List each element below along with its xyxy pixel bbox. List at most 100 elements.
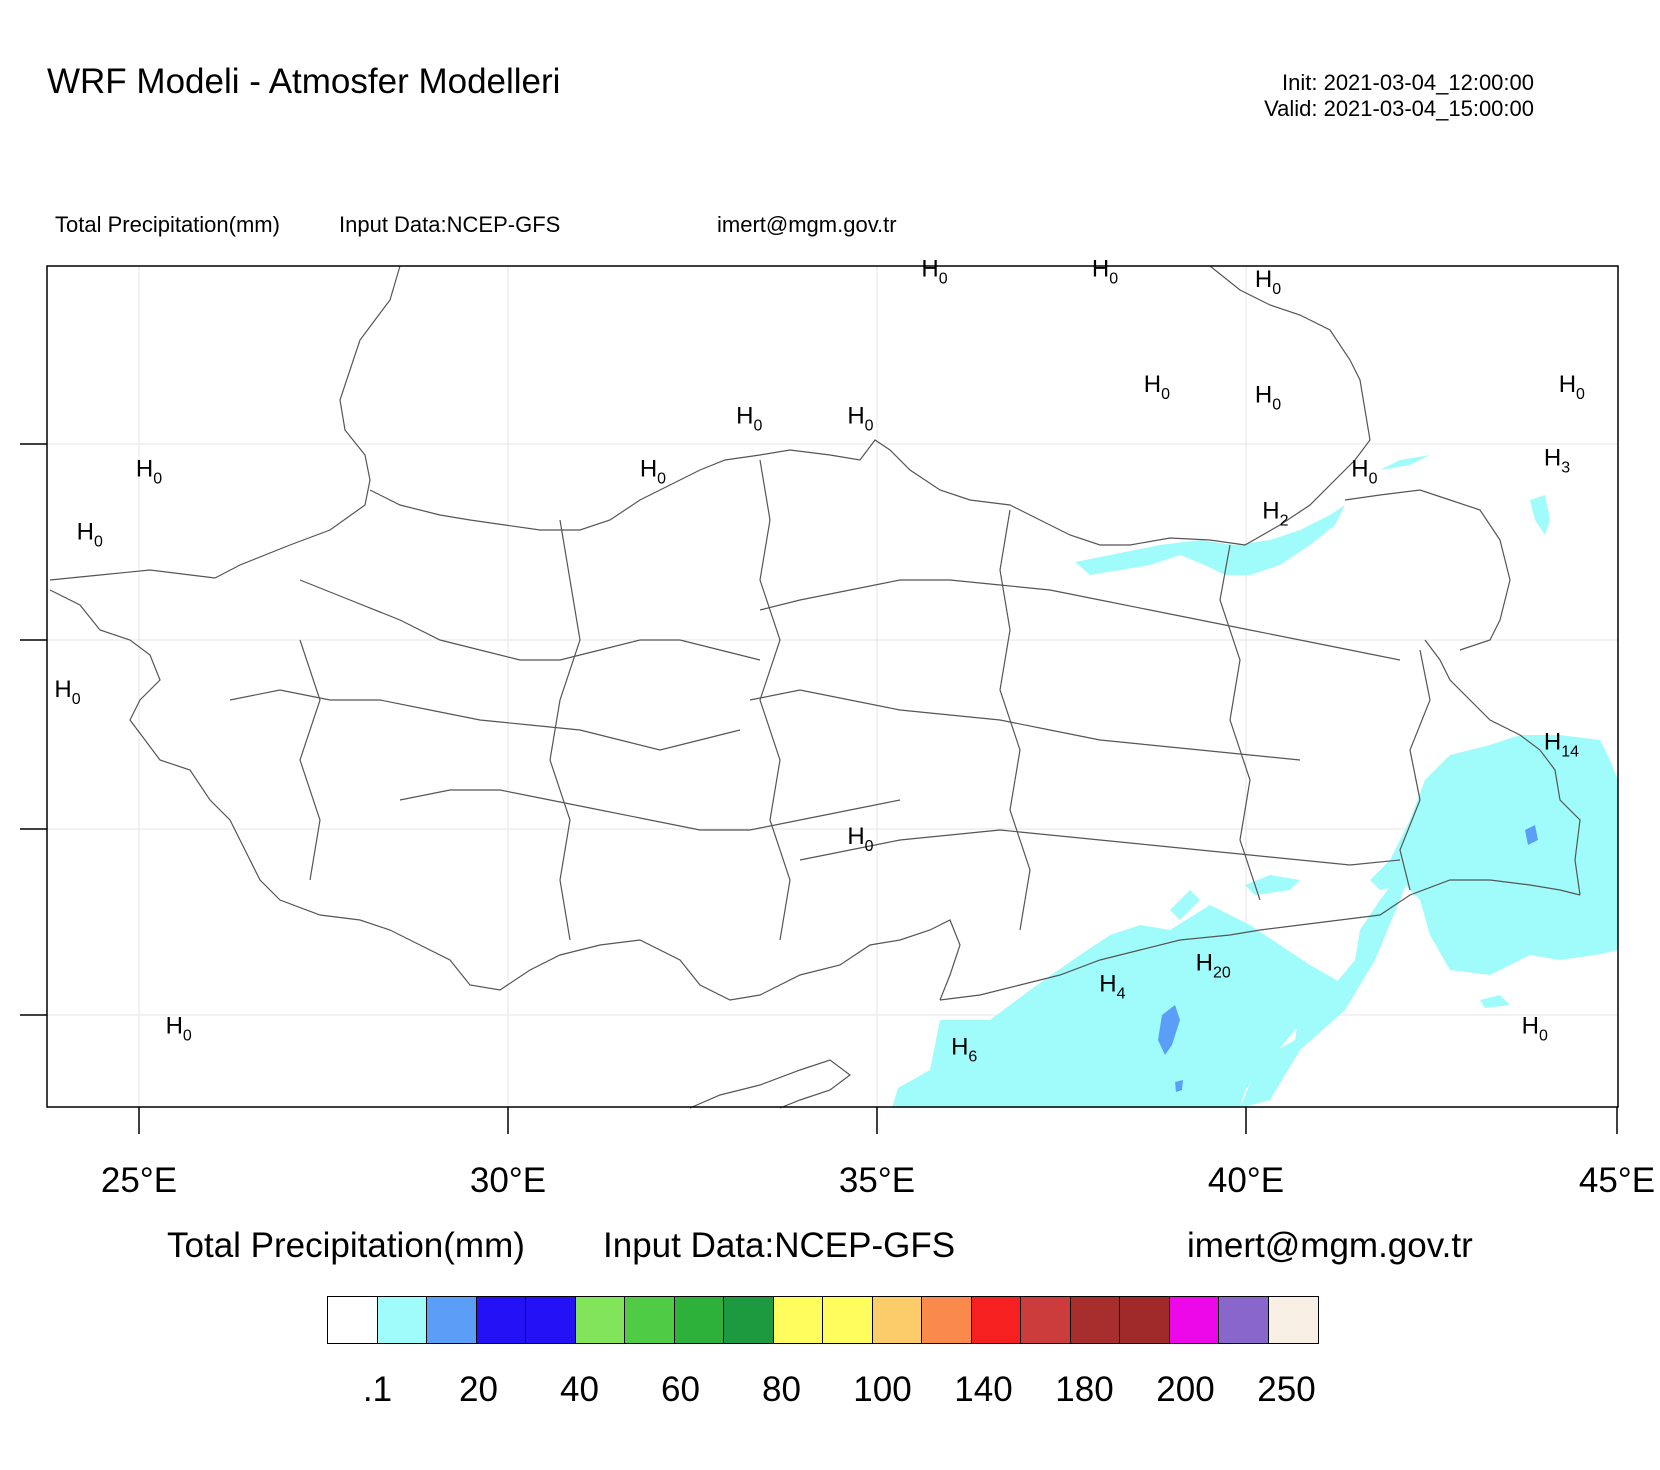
pressure-label: H0	[136, 455, 162, 487]
valid-time: Valid: 2021-03-04_15:00:00	[1264, 96, 1534, 121]
map-title: WRF Modeli - Atmosfer Modelleri	[47, 62, 561, 101]
contact-email: imert@mgm.gov.tr	[717, 212, 897, 237]
colorbar-box	[971, 1297, 1021, 1343]
pressure-label: H0	[166, 1012, 192, 1044]
map-frame	[46, 265, 1619, 1108]
colorbar-box	[476, 1297, 526, 1343]
precip-area-central	[1245, 875, 1300, 895]
internal-5	[749, 689, 1301, 761]
colorbar-box	[1169, 1297, 1219, 1343]
blacksea-coast-west	[214, 265, 401, 579]
pressure-label: H0	[1144, 371, 1170, 403]
colorbar-box	[1219, 1297, 1269, 1343]
colorbar-box	[1268, 1297, 1318, 1343]
precip-core-small	[1175, 1080, 1183, 1092]
lon-label-30: 30°E	[470, 1161, 546, 1200]
colorbar-box	[823, 1297, 873, 1343]
pressure-labels: H0 H0 H0 H0 H0 H0 H0 H0 H0 H0 H0 H3 H2 H0 H0 H14 H0 H20 H4…	[54, 256, 1585, 1066]
internal-7	[549, 519, 581, 941]
precip-core-20	[1158, 1005, 1180, 1055]
pressure-label: H0	[736, 403, 762, 435]
pressure-label: H0	[921, 256, 947, 288]
internal-9	[999, 509, 1031, 931]
lon-label-25: 25°E	[101, 1161, 177, 1200]
pressure-label: H0	[640, 455, 666, 487]
precip-area-east	[1370, 735, 1618, 975]
pressure-label: H0	[77, 518, 103, 550]
borders	[49, 265, 1581, 1109]
internal-4	[759, 579, 1401, 661]
lon-tick-labels: 25°E 30°E 35°E 40°E 45°E	[101, 1161, 1655, 1200]
internal-2	[229, 689, 741, 751]
colorbar-box	[328, 1297, 378, 1343]
pressure-label: H0	[1255, 382, 1281, 414]
georgia-border	[1344, 489, 1511, 651]
pressure-label: H3	[1544, 445, 1570, 477]
colorbar-box	[674, 1297, 724, 1343]
init-time: Init: 2021-03-04_12:00:00	[1282, 70, 1534, 95]
lat-ticks	[20, 443, 47, 1016]
iran-border	[1424, 639, 1581, 896]
pressure-label: H0	[1351, 455, 1377, 487]
internal-10	[1219, 544, 1261, 901]
pressure-label: H0	[1255, 266, 1281, 298]
internal-8	[759, 459, 791, 941]
colorbar-label: 20	[459, 1370, 498, 1409]
lon-label-35: 35°E	[839, 1161, 915, 1200]
pressure-label: H0	[1092, 256, 1118, 288]
colorbar-label: .1	[362, 1370, 393, 1409]
precip-area-cyprus-east	[1480, 995, 1510, 1008]
field-name: Total Precipitation(mm)	[55, 212, 280, 237]
colorbar-box	[872, 1297, 922, 1343]
internal-12	[299, 639, 321, 881]
colorbar-box	[427, 1297, 477, 1343]
colorbar-label: 180	[1055, 1370, 1114, 1409]
blacksea-coast-south	[369, 265, 1371, 546]
pressure-label: H20	[1196, 949, 1231, 981]
graticule	[47, 266, 1618, 1107]
colorbar-box	[1120, 1297, 1170, 1343]
colorbar-box	[922, 1297, 972, 1343]
pressure-label: H0	[1522, 1012, 1548, 1044]
precip-area-southeast	[892, 905, 1345, 1108]
colorbar-label: 250	[1257, 1370, 1316, 1409]
lon-label-45: 45°E	[1579, 1161, 1655, 1200]
aegean-coast	[49, 589, 961, 1001]
legend-field: Total Precipitation(mm)	[167, 1226, 525, 1265]
colorbar-label: 100	[853, 1370, 912, 1409]
internal-1	[299, 579, 761, 661]
colorbar-box	[773, 1297, 823, 1343]
colorbar-box	[724, 1297, 774, 1343]
precip-area-northeast	[1380, 455, 1430, 470]
thrace-border	[49, 569, 216, 581]
colorbar-label: 80	[762, 1370, 801, 1409]
colorbar-label: 200	[1156, 1370, 1215, 1409]
colorbar-box	[526, 1297, 576, 1343]
internal-3	[399, 789, 901, 831]
colorbar-label: 60	[661, 1370, 700, 1409]
pressure-label: H0	[1559, 371, 1585, 403]
colorbar-box	[575, 1297, 625, 1343]
pressure-label: H0	[847, 823, 873, 855]
pressure-label: H4	[1099, 970, 1125, 1002]
legend-input: Input Data:NCEP-GFS	[603, 1226, 956, 1265]
colorbar-box	[377, 1297, 427, 1343]
colorbar-box	[1021, 1297, 1071, 1343]
lon-label-40: 40°E	[1208, 1161, 1284, 1200]
lon-ticks	[138, 1107, 1618, 1134]
input-data: Input Data:NCEP-GFS	[339, 212, 561, 237]
pressure-label: H0	[54, 676, 80, 708]
precip-area-southeast-2	[1240, 860, 1415, 1108]
legend-contact: imert@mgm.gov.tr	[1187, 1226, 1473, 1265]
cyprus	[689, 1059, 851, 1109]
pressure-label: H14	[1544, 729, 1579, 761]
precip-area-small	[1170, 890, 1200, 920]
colorbar-label: 140	[954, 1370, 1013, 1409]
precip-core-14	[1525, 825, 1538, 845]
precip-shading	[892, 455, 1618, 1108]
precip-area-northeast-2	[1530, 495, 1550, 535]
colorbar-box	[1070, 1297, 1120, 1343]
colorbar-box	[625, 1297, 675, 1343]
syria-border	[939, 879, 1581, 1001]
internal-6	[799, 829, 1401, 866]
